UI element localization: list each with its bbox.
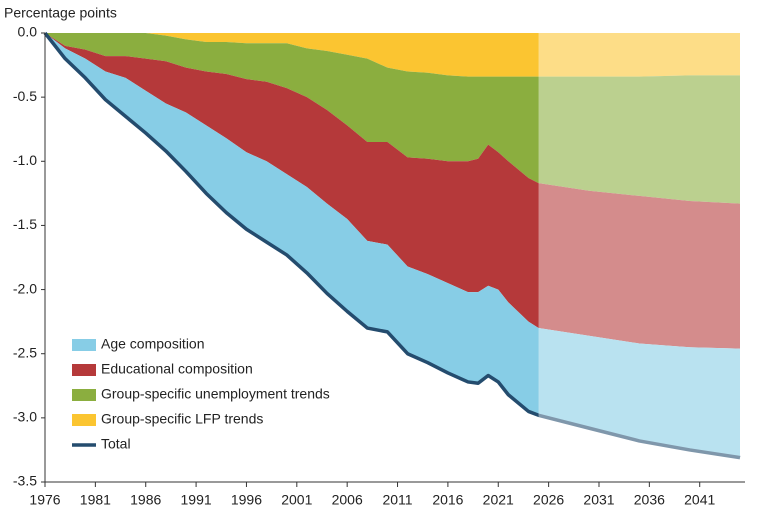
legend-label: Group-specific unemployment trends xyxy=(101,386,330,402)
x-tick-label: 2036 xyxy=(634,492,665,508)
legend-label: Total xyxy=(101,436,131,452)
y-axis-label: Percentage points xyxy=(4,5,117,21)
x-tick-label: 1986 xyxy=(130,492,161,508)
x-tick-label: 1996 xyxy=(231,492,262,508)
legend-swatch xyxy=(72,364,96,376)
x-tick-label: 2026 xyxy=(533,492,564,508)
y-tick-label: -1.5 xyxy=(13,216,37,232)
x-tick-label: 2016 xyxy=(432,492,463,508)
area xyxy=(45,33,740,349)
total-line xyxy=(43,31,741,460)
x-tick-label: 2041 xyxy=(684,492,715,508)
x-tick-label: 1976 xyxy=(29,492,60,508)
x-tick-label: 2001 xyxy=(281,492,312,508)
area xyxy=(45,33,740,458)
y-tick-label: -1.0 xyxy=(13,152,37,168)
legend-label: Age composition xyxy=(101,336,205,352)
y-tick-label: -2.5 xyxy=(13,344,37,360)
x-tick-label: 2011 xyxy=(382,492,412,508)
y-tick-label: -0.5 xyxy=(13,88,37,104)
y-tick-label: -3.5 xyxy=(13,473,37,489)
y-tick-label: -3.0 xyxy=(13,409,37,425)
projection-shade xyxy=(538,33,740,482)
legend-swatch xyxy=(72,414,96,426)
x-tick-label: 2031 xyxy=(583,492,614,508)
x-tick-label: 2021 xyxy=(483,492,514,508)
x-tick-label: 2006 xyxy=(332,492,363,508)
area xyxy=(45,33,740,77)
legend-label: Educational composition xyxy=(101,361,253,377)
legend-swatch xyxy=(72,389,96,401)
x-tick-label: 1981 xyxy=(80,492,111,508)
y-tick-label: -2.0 xyxy=(13,280,37,296)
legend-label: Group-specific LFP trends xyxy=(101,411,263,427)
legend-swatch xyxy=(72,339,96,351)
area xyxy=(45,33,740,204)
y-tick-label: 0.0 xyxy=(18,24,38,40)
x-tick-label: 1991 xyxy=(181,492,212,508)
